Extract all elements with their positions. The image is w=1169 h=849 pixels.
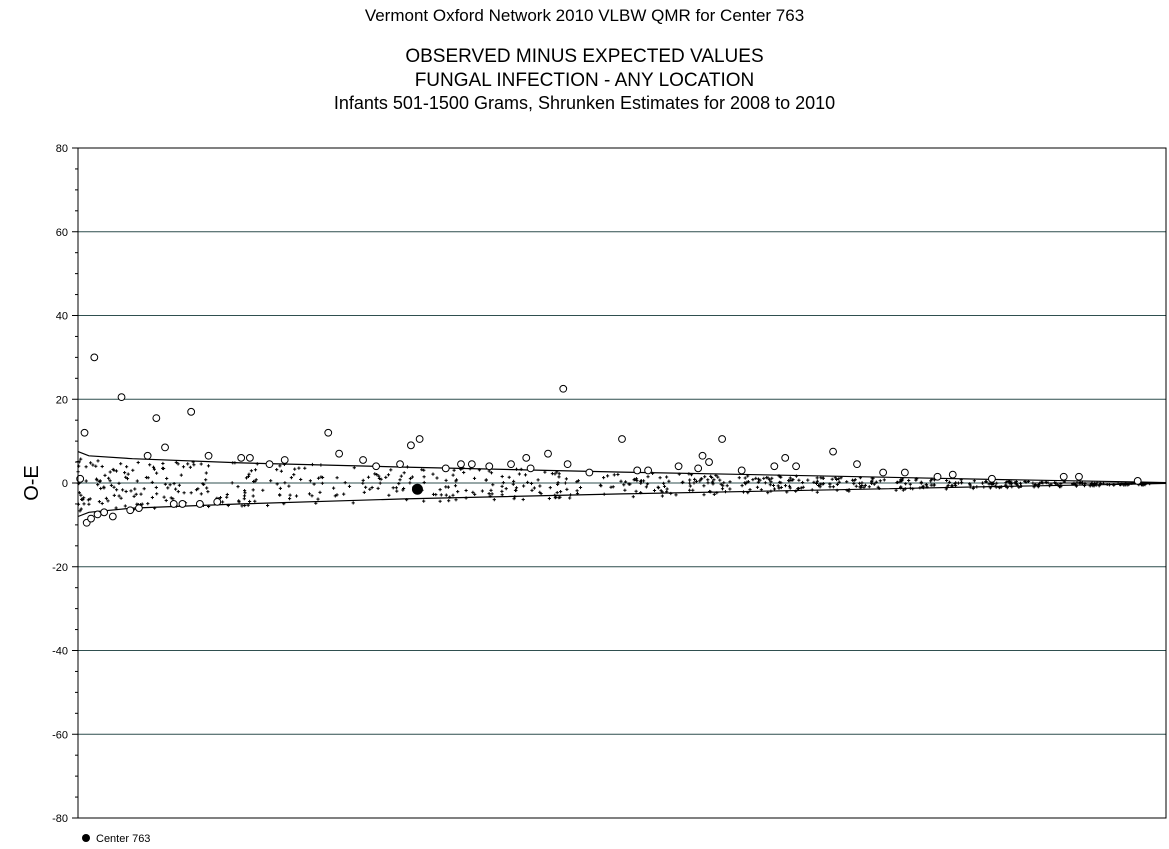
y-tick-label: -60 bbox=[52, 729, 68, 741]
outlier-point bbox=[522, 453, 531, 462]
outlier-point bbox=[335, 449, 344, 458]
outlier-point bbox=[781, 453, 790, 462]
y-tick-label: 20 bbox=[56, 394, 68, 406]
control-limit-upper bbox=[77, 451, 1167, 484]
outlier-point bbox=[485, 462, 494, 471]
outlier-point bbox=[152, 414, 161, 422]
outlier-point bbox=[143, 451, 152, 460]
outlier-point bbox=[135, 504, 143, 513]
outlier-point bbox=[618, 435, 626, 443]
control-limit-lower bbox=[77, 482, 1167, 518]
y-tick-label: -80 bbox=[52, 813, 68, 825]
outlier-point bbox=[467, 460, 476, 469]
outlier-point bbox=[108, 512, 117, 521]
y-tick-label: -20 bbox=[52, 562, 68, 574]
outlier-point bbox=[100, 508, 109, 517]
center-763-point bbox=[411, 483, 423, 495]
legend-label: Center 763 bbox=[96, 833, 150, 845]
outlier-point bbox=[933, 472, 942, 481]
outlier-point bbox=[853, 460, 861, 469]
outlier-point bbox=[80, 428, 89, 437]
outlier-point bbox=[544, 449, 552, 458]
outlier-point bbox=[195, 500, 204, 508]
y-tick-label: -40 bbox=[52, 646, 68, 658]
y-tick-label: 80 bbox=[56, 143, 68, 155]
outlier-point bbox=[633, 466, 642, 475]
outlier-point bbox=[988, 474, 996, 483]
outlier-point bbox=[161, 443, 169, 452]
outlier-point bbox=[1059, 472, 1068, 481]
outlier-point bbox=[694, 464, 703, 473]
outlier-point bbox=[396, 460, 404, 469]
outlier-point bbox=[237, 453, 246, 462]
outlier-point bbox=[90, 353, 99, 362]
data-points bbox=[76, 353, 1142, 527]
y-axis: -80 -60 -40 -20 0 20 40 60 80 bbox=[52, 143, 78, 825]
outlier-point bbox=[213, 497, 222, 506]
outlier-point bbox=[169, 500, 178, 508]
legend-marker-center bbox=[82, 834, 90, 842]
outlier-point bbox=[87, 514, 95, 523]
outlier-point bbox=[507, 460, 515, 469]
outlier-point bbox=[1075, 472, 1083, 481]
outlier-point bbox=[204, 451, 213, 460]
outlier-point bbox=[441, 464, 450, 473]
outlier-point bbox=[246, 453, 254, 462]
outlier-point bbox=[674, 462, 683, 471]
outlier-point bbox=[324, 428, 333, 437]
outlier-point bbox=[792, 462, 800, 471]
outlier-point bbox=[265, 460, 274, 469]
measure-title: FUNGAL INFECTION - ANY LOCATION bbox=[414, 70, 755, 91]
outlier-point bbox=[187, 407, 196, 416]
outlier-point bbox=[93, 510, 102, 519]
outlier-point bbox=[705, 458, 713, 466]
outlier-point bbox=[117, 393, 126, 402]
outlier-point bbox=[770, 462, 779, 471]
outlier-point bbox=[698, 451, 707, 460]
outlier-point bbox=[900, 468, 909, 477]
outlier-point bbox=[415, 435, 424, 443]
outlier-point bbox=[359, 456, 367, 464]
chart-title: OBSERVED MINUS EXPECTED VALUES bbox=[405, 46, 764, 67]
outlier-point bbox=[1133, 477, 1142, 485]
y-tick-label: 0 bbox=[62, 478, 68, 490]
outlier-point bbox=[644, 466, 653, 475]
outlier-point bbox=[178, 500, 187, 508]
outlier-point bbox=[559, 384, 568, 393]
outlier-point bbox=[126, 506, 135, 515]
outlier-point bbox=[948, 470, 957, 479]
outlier-point bbox=[372, 462, 381, 471]
outlier-point bbox=[737, 466, 746, 475]
outlier-point bbox=[718, 435, 726, 443]
outlier-point bbox=[526, 464, 535, 473]
legend: Center 763 bbox=[82, 833, 150, 845]
outlier-point bbox=[407, 441, 415, 450]
y-tick-label: 40 bbox=[56, 311, 68, 323]
outlier-point bbox=[879, 468, 888, 477]
outlier-point bbox=[829, 447, 837, 456]
gridlines bbox=[78, 231, 1166, 735]
y-tick-label: 60 bbox=[56, 227, 68, 239]
chart-subtitle: Infants 501-1500 Grams, Shrunken Estimat… bbox=[333, 93, 836, 113]
y-axis-label: O-E bbox=[21, 465, 43, 501]
outlier-point bbox=[457, 460, 465, 469]
outlier-point bbox=[563, 460, 572, 469]
outlier-point bbox=[585, 468, 594, 477]
report-title: Vermont Oxford Network 2010 VLBW QMR for… bbox=[364, 6, 805, 25]
outlier-point bbox=[280, 456, 289, 464]
